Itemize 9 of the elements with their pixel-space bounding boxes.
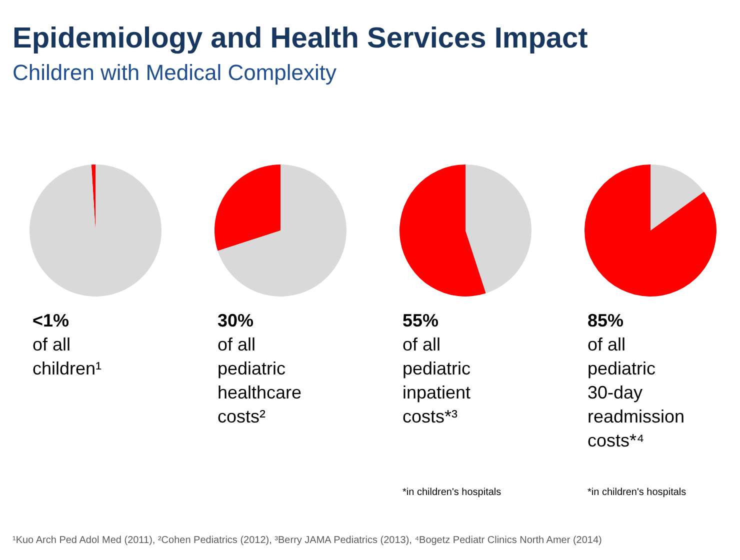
text: *in children's hospitals [402,487,502,498]
text: *in children's hospitals [588,487,686,498]
text: 85% of all pediatric 30-day readmission costs*⁴ [588,310,685,450]
text: ¹Kuo Arch Ped Adol Med (2011), ²Cohen Pediatrics (2012), ³Berry JAMA Pediatrics (2013), ⁴Bogetz Pediatr Clinics North Amer (2014) [12,535,602,546]
text: <1% of all children¹ [32,310,102,378]
text: Children with Medical Complexity [12,60,337,85]
text: Epidemiology and Health Services Impact [12,22,588,54]
text: 55% of all pediatric inpatient costs*³ [402,310,471,426]
text: 30% of all pediatric healthcare costs² [218,310,302,426]
